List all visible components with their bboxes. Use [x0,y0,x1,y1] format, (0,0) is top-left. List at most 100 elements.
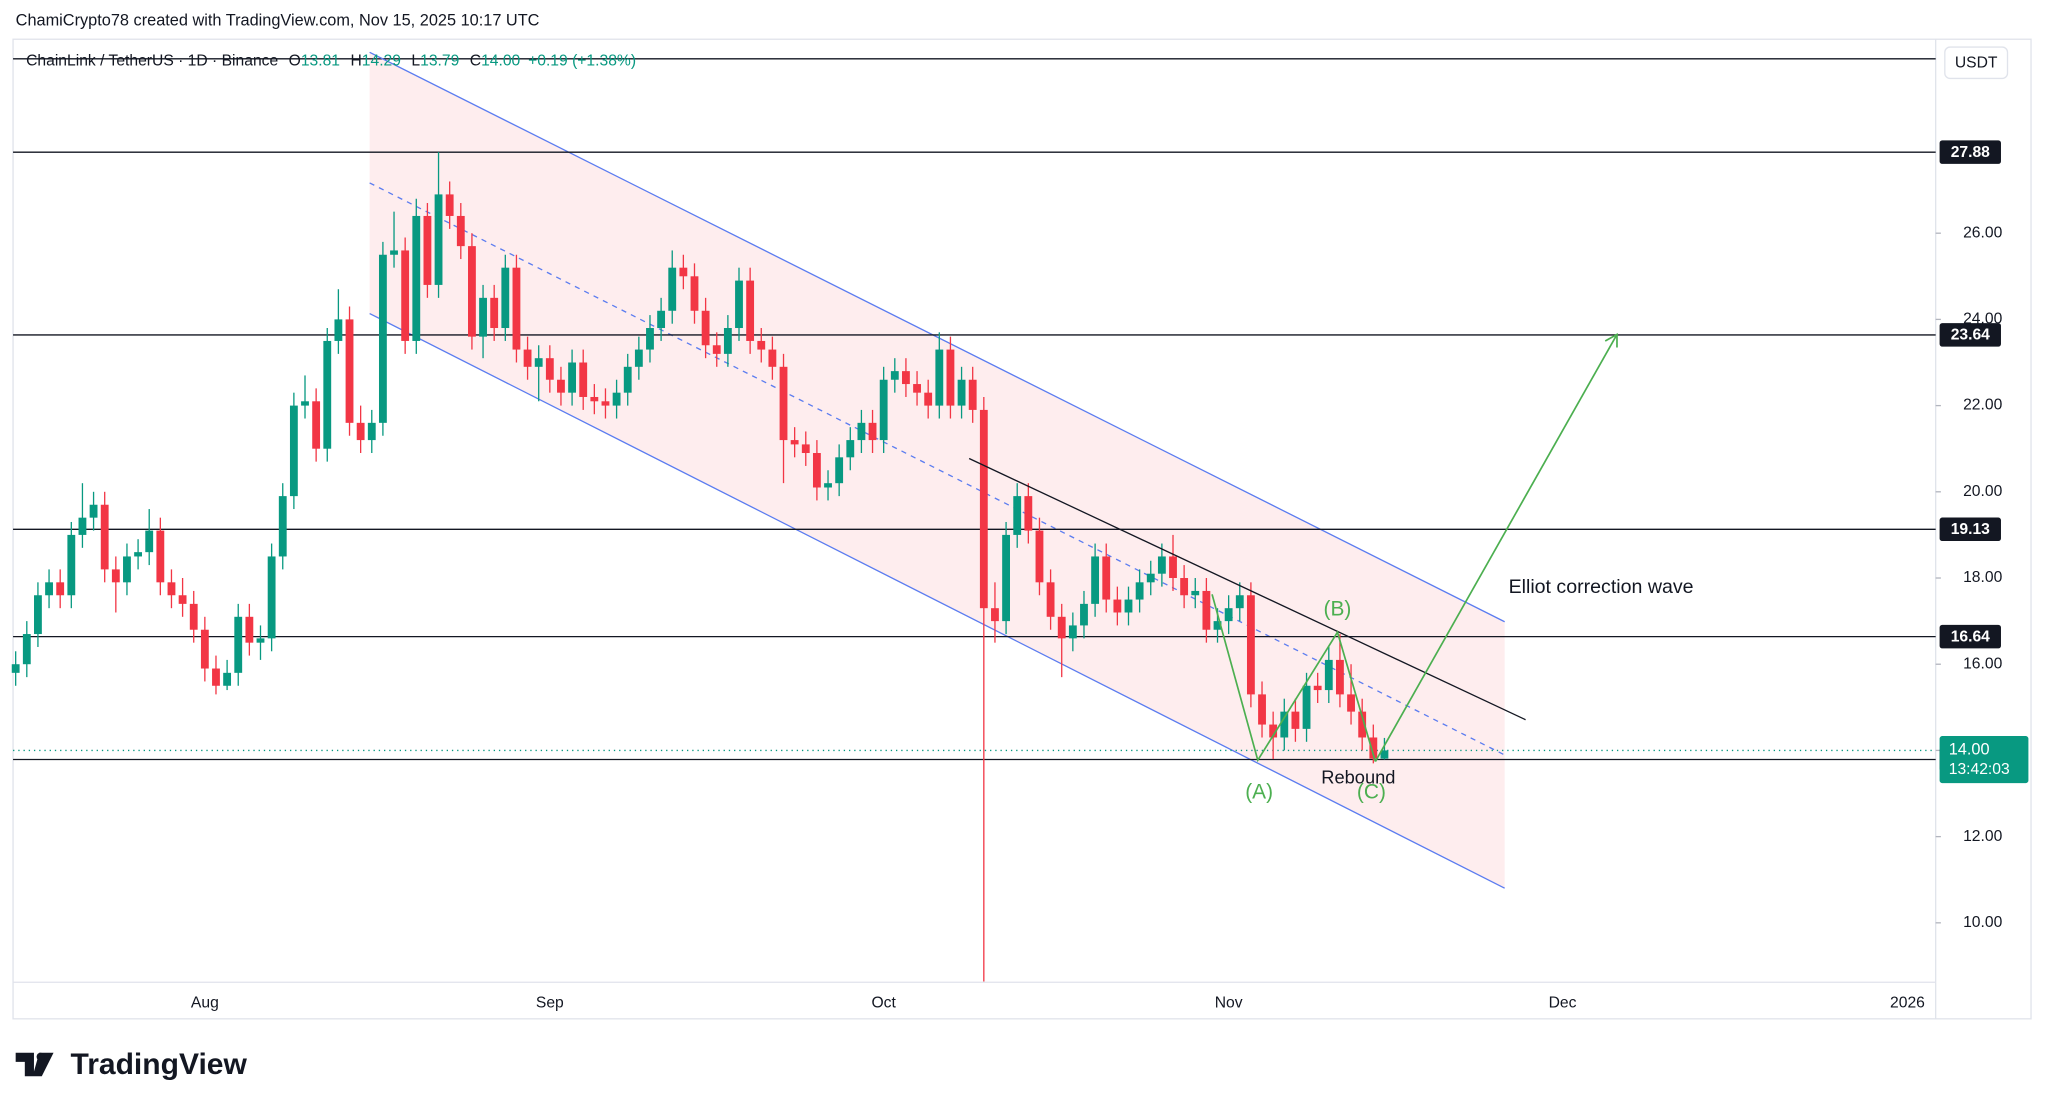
candle-body [1358,711,1367,738]
candle-body [1324,659,1333,691]
ohlc-key: O [289,53,301,70]
candle-body [323,340,332,449]
candle-body [790,440,799,445]
candle-body [267,556,276,639]
y-tick-label: 12.00 [1963,828,2002,845]
candle-body [1258,694,1266,725]
candle-body [690,276,699,311]
candle-body [746,280,755,341]
level-label: 27.88 [1951,144,1990,161]
candle-body [623,366,632,393]
logo-dot [36,1052,45,1061]
candle-body [835,457,844,484]
annotation: Rebound [1321,766,1395,787]
y-tick-label: 22.00 [1963,397,2002,414]
ohlc-value: 14.29 [362,53,401,70]
candle-body [902,371,910,385]
candle-body [245,616,254,643]
wave-path [1211,594,1377,763]
projection-arrow [1374,334,1618,762]
candle-body [1091,556,1100,604]
candle-body [1124,599,1133,613]
level-tag [1939,624,2001,649]
candle-body [824,483,832,488]
ohlc-key: C [470,53,481,70]
candle-body [501,267,510,329]
candle-body [1135,582,1144,600]
candle-body [601,401,610,406]
candle-body [991,608,999,622]
candle-body [1046,582,1055,617]
candle-body [434,194,443,285]
y-tick-label: 18.00 [1963,569,2002,586]
candle-body [456,215,465,247]
candle-body [1157,556,1166,574]
candle-body [412,215,421,341]
currency: USDT [1955,55,1998,72]
ohlc-key: H [350,53,361,70]
candle-body [445,194,454,216]
y-tick-label: 20.00 [1963,483,2002,500]
level-label: 19.13 [1951,521,1990,538]
level-tag [1939,140,2001,164]
candle-body [145,530,154,553]
candle-body [1102,556,1111,600]
candle-body [557,379,565,393]
candle-body [879,379,888,441]
candle-body [100,504,109,570]
candle-body [89,504,98,518]
attribution: ChamiCrypto78 created with TradingView.c… [16,11,540,29]
candle-body [22,634,31,665]
candle-body [367,422,376,441]
y-tick-label: 16.00 [1963,655,2002,672]
candle-body [979,409,988,609]
candle-body [646,328,654,350]
candle-body [167,582,176,596]
candle-body [1068,625,1077,639]
candle-body [334,319,343,341]
candle-body [868,422,877,441]
level-label: 16.64 [1951,628,1990,645]
annotation: (B) [1324,598,1352,621]
candle-body [723,328,732,354]
candle-body [1336,659,1344,695]
candle-body [534,358,543,367]
candle-body [212,668,220,686]
candle-body [56,582,65,596]
candle-body [590,396,599,402]
candle-body [957,379,966,406]
candle-body [701,310,710,346]
candle-body [11,664,20,673]
candle-body [301,401,309,406]
candle-body [111,569,120,583]
x-tick-label: Nov [1215,994,1243,1011]
candle-body [401,250,410,341]
candle-body [78,517,87,535]
candle-body [968,379,977,410]
candle-body [479,297,487,337]
candle-body [123,556,131,583]
drawings: Elliot correction wave (B) (A) (C)Rebound [968,332,1694,803]
candle-body [712,345,721,354]
candle-body [156,530,165,583]
ohlc-value: 13.79 [420,53,459,70]
candle-body [512,267,521,350]
channel-mid [369,182,1505,756]
ohlc-value: 13.81 [301,53,340,70]
marks: ChainLink / TetherUS · 1D · Binance O13.8… [11,53,2029,1011]
candle-body [356,422,365,441]
candle-body [924,392,933,406]
candle-body [545,358,554,380]
candle-body [846,440,855,458]
level-label: 23.64 [1951,327,1990,344]
candle-body [1024,496,1033,531]
y-tick-label: 26.00 [1963,224,2002,241]
candle-body [857,422,866,441]
candle-body [378,254,387,423]
candle-body [779,366,788,441]
x-tick-label: 2026 [1890,994,1925,1011]
candle-body [1213,621,1222,630]
candle-body [345,319,354,423]
channel-upper [369,51,1505,623]
